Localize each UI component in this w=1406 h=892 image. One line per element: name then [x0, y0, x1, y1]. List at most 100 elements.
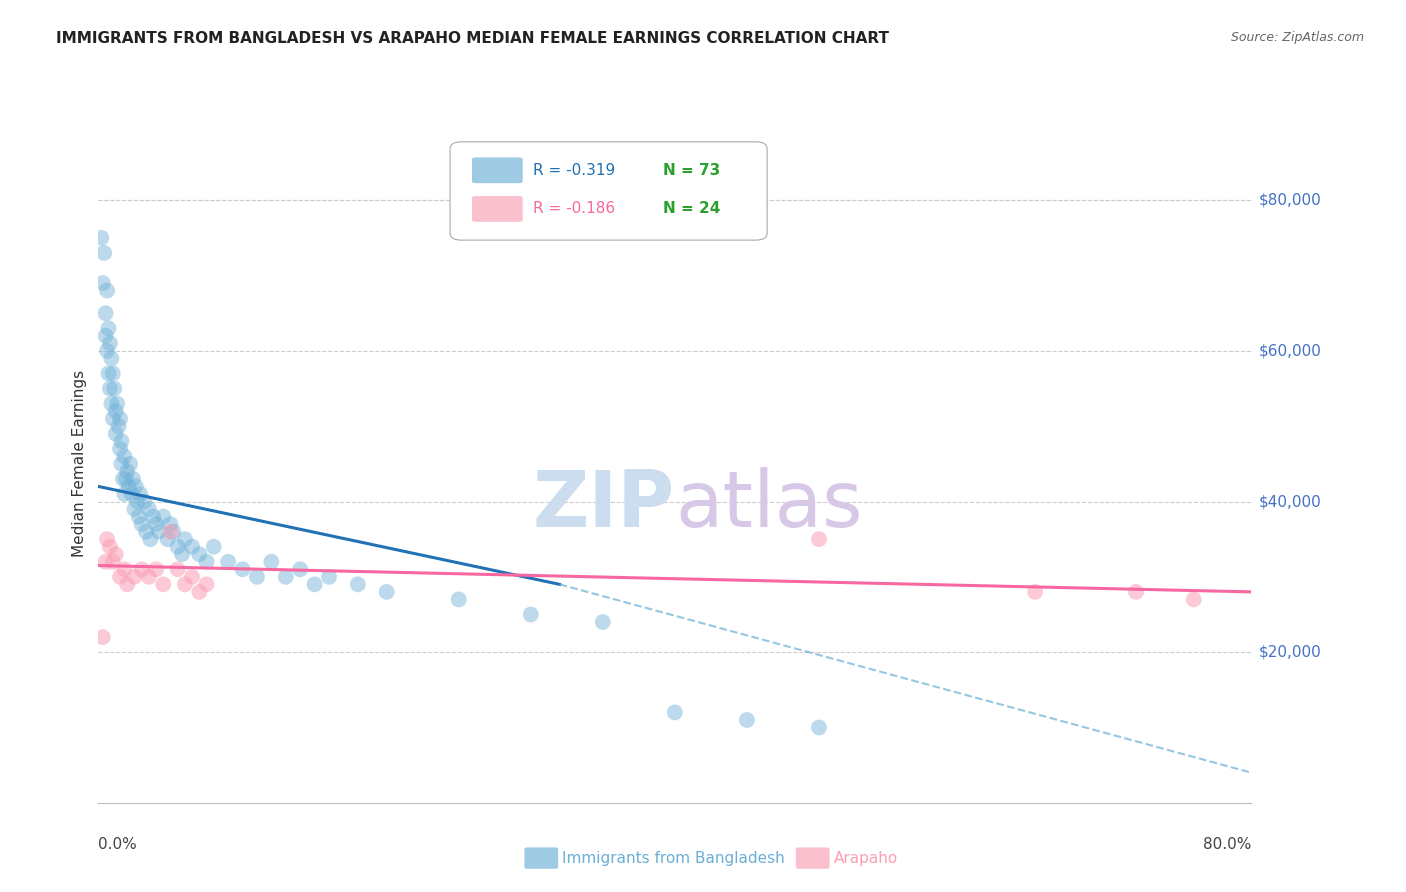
Point: [274, 570, 297, 584]
Point: [174, 577, 197, 591]
Point: [447, 592, 470, 607]
Point: [592, 615, 614, 629]
Point: [145, 562, 167, 576]
Point: [97, 367, 120, 381]
Point: [120, 457, 142, 471]
Point: [170, 547, 193, 561]
Point: [131, 562, 153, 576]
Point: [318, 570, 340, 584]
Text: Source: ZipAtlas.com: Source: ZipAtlas.com: [1230, 31, 1364, 45]
Point: [117, 577, 138, 591]
Point: [128, 509, 150, 524]
Point: [127, 494, 149, 508]
Point: [138, 570, 160, 584]
Point: [375, 585, 398, 599]
Point: [129, 487, 152, 501]
Point: [104, 426, 127, 441]
Y-axis label: Median Female Earnings: Median Female Earnings: [72, 370, 87, 558]
Point: [520, 607, 543, 622]
Point: [231, 562, 254, 576]
Text: IMMIGRANTS FROM BANGLADESH VS ARAPAHO MEDIAN FEMALE EARNINGS CORRELATION CHART: IMMIGRANTS FROM BANGLADESH VS ARAPAHO ME…: [56, 31, 889, 46]
Point: [304, 577, 326, 591]
Point: [117, 464, 138, 478]
Point: [104, 547, 127, 561]
Point: [112, 450, 135, 464]
Point: [94, 328, 117, 343]
Point: [195, 577, 218, 591]
Point: [94, 555, 117, 569]
Text: 0.0%: 0.0%: [98, 837, 138, 852]
Point: [152, 577, 174, 591]
Point: [135, 524, 157, 539]
Point: [346, 577, 368, 591]
Point: [108, 570, 131, 584]
Point: [138, 502, 160, 516]
Point: [105, 396, 128, 410]
Point: [735, 713, 758, 727]
Point: [100, 396, 122, 410]
Point: [1125, 585, 1147, 599]
Point: [162, 524, 184, 539]
Point: [807, 721, 830, 735]
Text: 80.0%: 80.0%: [1204, 837, 1251, 852]
Point: [246, 570, 269, 584]
FancyBboxPatch shape: [472, 196, 523, 222]
Point: [156, 532, 179, 546]
Point: [159, 524, 181, 539]
Point: [1024, 585, 1046, 599]
Point: [134, 494, 156, 508]
Point: [152, 509, 174, 524]
Point: [290, 562, 312, 576]
Point: [96, 343, 118, 358]
Point: [98, 540, 121, 554]
Text: $80,000: $80,000: [1258, 193, 1322, 208]
Point: [101, 411, 124, 425]
Point: [188, 547, 211, 561]
Point: [118, 479, 141, 493]
Point: [188, 585, 211, 599]
Text: atlas: atlas: [675, 467, 862, 542]
Point: [91, 276, 114, 290]
Point: [93, 246, 115, 260]
Point: [90, 231, 112, 245]
Point: [91, 630, 114, 644]
Point: [1182, 592, 1205, 607]
Point: [142, 509, 165, 524]
Point: [145, 517, 167, 532]
Point: [101, 555, 124, 569]
Point: [97, 321, 120, 335]
Point: [217, 555, 239, 569]
Point: [139, 532, 162, 546]
Point: [166, 562, 188, 576]
Point: [96, 532, 118, 546]
Point: [108, 411, 131, 425]
Point: [96, 284, 118, 298]
Point: [174, 532, 197, 546]
Point: [664, 706, 686, 720]
Text: Immigrants from Bangladesh: Immigrants from Bangladesh: [562, 851, 785, 865]
Point: [195, 555, 218, 569]
Text: N = 24: N = 24: [664, 202, 721, 217]
Point: [125, 479, 148, 493]
Point: [111, 472, 134, 486]
FancyBboxPatch shape: [796, 847, 830, 869]
Point: [114, 472, 136, 486]
Point: [166, 540, 188, 554]
Point: [100, 351, 122, 366]
Point: [98, 382, 121, 396]
Text: R = -0.319: R = -0.319: [533, 163, 616, 178]
Text: ZIP: ZIP: [533, 467, 675, 542]
Point: [122, 472, 145, 486]
Point: [131, 517, 153, 532]
Text: $60,000: $60,000: [1258, 343, 1322, 359]
Point: [104, 404, 127, 418]
Point: [202, 540, 225, 554]
Point: [94, 306, 117, 320]
Point: [101, 367, 124, 381]
Point: [807, 532, 830, 546]
Text: Arapaho: Arapaho: [834, 851, 898, 865]
Point: [98, 336, 121, 351]
Point: [103, 382, 125, 396]
FancyBboxPatch shape: [450, 142, 768, 240]
Point: [107, 419, 129, 434]
